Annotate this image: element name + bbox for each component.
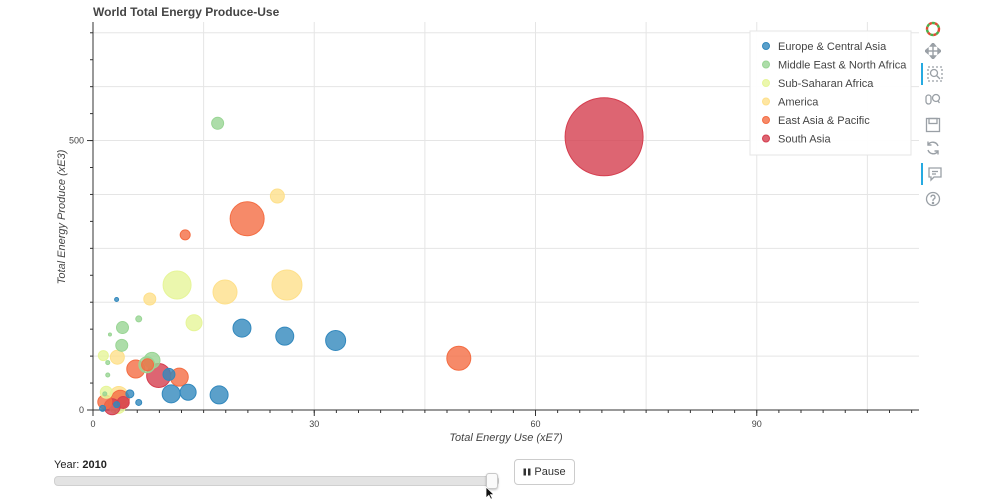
data-point[interactable] (212, 279, 238, 305)
pan-icon[interactable] (921, 40, 945, 62)
data-point[interactable] (99, 404, 107, 412)
data-point[interactable] (125, 389, 135, 399)
data-point[interactable] (135, 398, 143, 406)
year-label: Year: 2010 (54, 459, 107, 471)
y-tick-label: 500 (69, 136, 84, 146)
x-tick-label: 0 (90, 419, 95, 429)
axes: 0 30 60 90 0 500 (69, 22, 919, 429)
data-point[interactable] (109, 349, 125, 365)
data-point[interactable] (185, 314, 203, 332)
legend-label[interactable]: East Asia & Pacific (778, 115, 870, 127)
legend-label[interactable]: Middle East & North Africa (778, 60, 907, 72)
data-point[interactable] (141, 358, 155, 372)
data-point[interactable] (211, 116, 225, 130)
data-point[interactable] (325, 329, 347, 351)
legend[interactable]: Europe & Central Asia Middle East & North… (749, 30, 912, 156)
data-point[interactable] (271, 269, 303, 301)
pause-label: Pause (534, 466, 566, 478)
legend-marker[interactable] (762, 42, 770, 50)
legend-marker[interactable] (762, 97, 770, 106)
pause-icon (523, 468, 531, 476)
scatter-chart[interactable]: 0 30 60 90 0 500 Europe & Central Asia Middle … (0, 0, 920, 450)
mouse-cursor-icon (485, 486, 495, 500)
data-point[interactable] (114, 297, 120, 303)
legend-marker[interactable] (762, 60, 770, 69)
year-value: 2010 (82, 459, 107, 471)
data-point[interactable] (97, 350, 109, 362)
data-point[interactable] (564, 97, 644, 177)
legend-marker[interactable] (762, 116, 770, 124)
bokeh-logo-icon[interactable] (921, 18, 945, 40)
legend-label[interactable]: America (778, 97, 819, 109)
data-point[interactable] (209, 385, 229, 405)
help-icon[interactable] (921, 188, 945, 210)
data-point[interactable] (105, 360, 111, 366)
legend-label[interactable]: Sub-Saharan Africa (778, 78, 874, 90)
data-point[interactable] (446, 345, 472, 371)
hover-icon[interactable] (921, 163, 947, 185)
data-point[interactable] (269, 188, 285, 204)
data-point[interactable] (143, 292, 157, 306)
data-point[interactable] (161, 384, 181, 404)
data-point[interactable] (229, 201, 265, 237)
legend-marker[interactable] (762, 134, 770, 143)
data-point[interactable] (162, 367, 176, 381)
year-prefix: Year: (54, 459, 80, 471)
data-point[interactable] (275, 326, 295, 346)
legend-label[interactable]: Europe & Central Asia (778, 41, 887, 53)
data-point[interactable] (179, 383, 197, 401)
legend-label[interactable]: South Asia (778, 134, 831, 146)
pause-button[interactable]: Pause (514, 459, 575, 485)
save-icon[interactable] (921, 114, 945, 136)
x-tick-label: 90 (752, 419, 762, 429)
data-point[interactable] (105, 372, 111, 378)
box-zoom-icon[interactable] (921, 63, 947, 85)
y-axis-label: Total Energy Produce (xE3) (56, 149, 68, 284)
wheel-zoom-icon[interactable] (921, 89, 945, 111)
x-tick-label: 60 (530, 419, 540, 429)
data-point[interactable] (135, 315, 143, 323)
reset-icon[interactable] (921, 137, 945, 159)
data-point[interactable] (232, 318, 252, 338)
y-tick-label: 0 (79, 405, 84, 415)
data-point[interactable] (162, 270, 192, 300)
data-point[interactable] (179, 229, 191, 241)
data-point[interactable] (116, 321, 129, 335)
data-points[interactable] (97, 97, 644, 416)
x-axis-label: Total Energy Use (xE7) (449, 432, 563, 444)
year-slider[interactable] (54, 473, 499, 489)
legend-box (749, 30, 912, 156)
chart-title: World Total Energy Produce-Use (93, 5, 280, 19)
legend-marker[interactable] (762, 79, 770, 87)
data-point[interactable] (113, 401, 121, 409)
data-point[interactable] (102, 391, 108, 397)
data-point[interactable] (107, 332, 112, 337)
data-point[interactable] (115, 338, 129, 352)
year-slider-handle[interactable] (486, 473, 498, 489)
x-tick-label: 30 (309, 419, 319, 429)
